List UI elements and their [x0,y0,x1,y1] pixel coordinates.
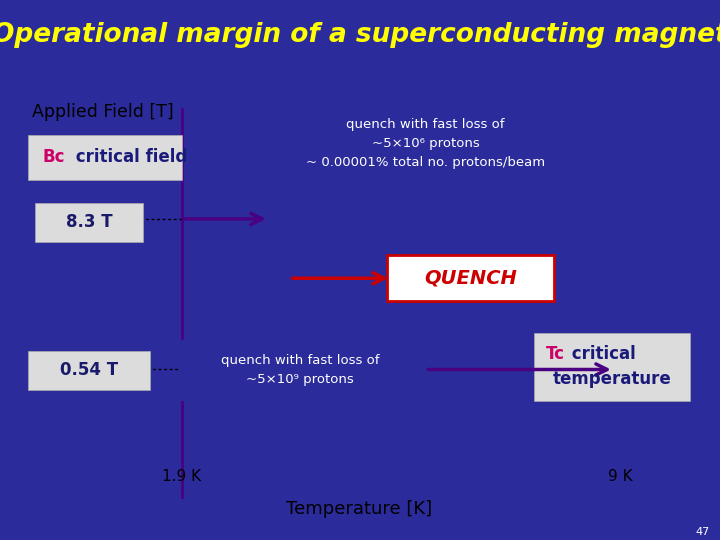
Text: QUENCH: QUENCH [424,269,517,288]
Text: 8.3 T: 8.3 T [66,213,113,231]
Text: 9 K: 9 K [608,469,633,484]
FancyBboxPatch shape [35,203,143,242]
Text: critical field: critical field [70,148,187,166]
FancyBboxPatch shape [387,255,554,301]
Text: Bc: Bc [42,148,65,166]
Text: 0.54 T: 0.54 T [60,361,119,380]
FancyBboxPatch shape [28,351,150,390]
FancyBboxPatch shape [534,333,690,401]
Text: Applied Field [T]: Applied Field [T] [32,103,174,120]
Text: quench with fast loss of
~5×10⁶ protons
~ 0.00001% total no. protons/beam: quench with fast loss of ~5×10⁶ protons … [306,118,545,169]
Text: critical: critical [566,345,636,362]
Text: Tc: Tc [546,345,565,362]
Text: Temperature [K]: Temperature [K] [287,500,432,518]
FancyBboxPatch shape [28,134,181,180]
Text: Operational margin of a superconducting magnet: Operational margin of a superconducting … [0,22,720,48]
Text: temperature: temperature [553,369,672,388]
Text: 47: 47 [695,527,709,537]
Text: 1.9 K: 1.9 K [162,469,201,484]
FancyBboxPatch shape [230,93,621,194]
Text: quench with fast loss of
~5×10⁹ protons: quench with fast loss of ~5×10⁹ protons [221,354,379,387]
FancyBboxPatch shape [178,340,426,401]
